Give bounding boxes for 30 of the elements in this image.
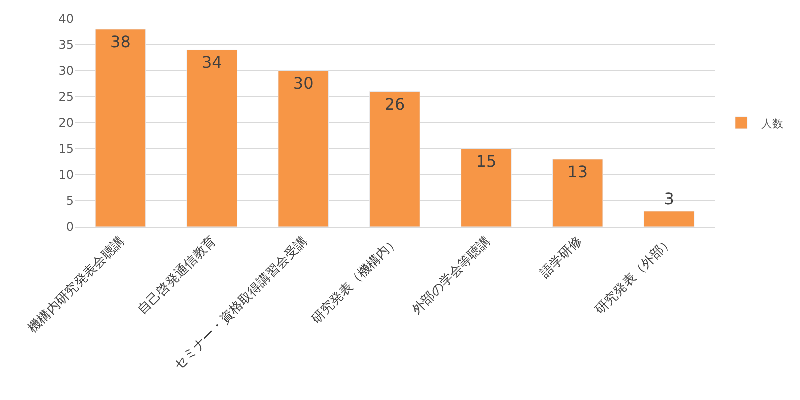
bar: [186, 50, 238, 227]
x-tick-label: 語学研修: [538, 234, 586, 282]
data-label: 34: [202, 53, 222, 72]
x-tick-label: 自己啓発通信教育: [134, 233, 220, 318]
bar: [552, 159, 604, 227]
data-label: 26: [384, 94, 406, 114]
y-tick-label: 35: [58, 38, 74, 52]
data-label: 13: [568, 162, 588, 182]
y-tick-label: 15: [58, 142, 74, 156]
bar: [95, 29, 146, 227]
data-label: 3: [664, 189, 674, 208]
y-tick-label: 20: [58, 116, 74, 130]
data-label: 15: [476, 152, 497, 171]
x-tick-label: 外部の学会等聴講: [410, 234, 494, 318]
y-tick-label: 40: [58, 12, 74, 26]
y-tick-label: 30: [58, 64, 74, 78]
bar: [644, 211, 695, 227]
x-tick-label: 研究発表（外部）: [592, 234, 677, 318]
bar: [461, 148, 512, 227]
y-tick-label: 10: [58, 168, 74, 182]
bar: [370, 92, 420, 227]
x-tick-label: 機構内研究発表会聴講: [26, 234, 128, 336]
legend-label: 人数: [761, 117, 784, 130]
x-tick-label: 研究発表（機構内）: [309, 234, 402, 328]
data-label: 30: [293, 74, 314, 93]
y-tick-label: 5: [66, 194, 74, 208]
y-tick-label: 25: [58, 90, 74, 104]
data-label: 38: [110, 32, 131, 52]
y-tick-label: 0: [66, 220, 74, 234]
bar: [278, 70, 329, 227]
